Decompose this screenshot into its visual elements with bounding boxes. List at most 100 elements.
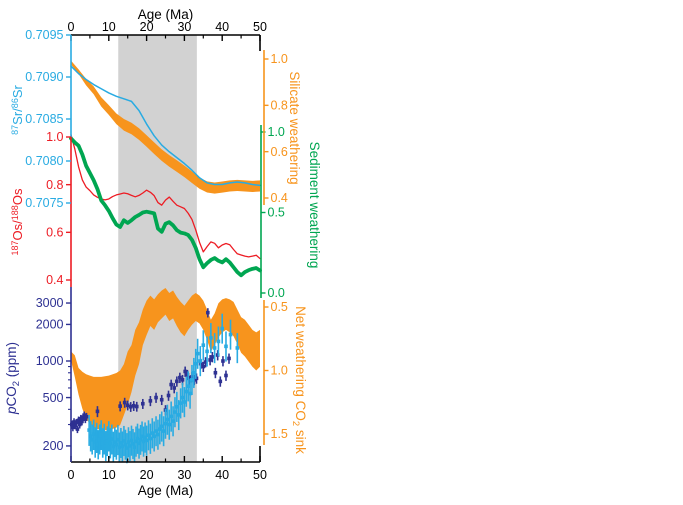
bottom-axis-tick-label: 20 (140, 468, 154, 482)
data-point (141, 401, 145, 406)
net-sink-axis-tick-label: 0.5 (271, 300, 288, 314)
data-point (119, 441, 123, 445)
top-axis-tick-label: 40 (215, 20, 229, 34)
data-point (110, 437, 114, 441)
sr-axis-tick-label: 0.7075 (25, 196, 63, 210)
data-point (152, 434, 156, 439)
data-point (210, 355, 215, 359)
top-axis-tick-label: 10 (102, 20, 116, 34)
data-point (122, 400, 127, 405)
data-point (182, 400, 187, 404)
data-point (235, 346, 240, 350)
data-point (148, 436, 153, 441)
data-point (88, 434, 93, 439)
data-point (135, 436, 140, 441)
net-sink-axis-tick-label: 1.0 (271, 364, 288, 378)
data-point (203, 360, 208, 364)
data-point (134, 439, 138, 444)
data-point (72, 420, 76, 424)
data-point (228, 332, 233, 337)
data-point (83, 417, 88, 421)
data-point (216, 339, 221, 344)
pco2-axis-tick-label: 500 (43, 391, 64, 405)
data-point (126, 440, 131, 444)
data-point (175, 404, 179, 409)
data-point (99, 433, 104, 438)
sediment-weathering-axis-title: Sediment weathering (307, 142, 322, 269)
data-point (176, 413, 181, 417)
data-point (114, 442, 119, 447)
data-point (169, 414, 173, 419)
sr-axis-tick-label: 0.7095 (25, 28, 63, 42)
data-point (105, 439, 110, 443)
data-point (198, 359, 203, 363)
title-fragment: sink (293, 426, 308, 454)
axes-group: 0 0 10 10 20 20 30 30 40 40 50 50 0.7095 0.7090 0.7085… (25, 20, 288, 482)
silicate-axis-tick-label: 0.4 (271, 191, 288, 205)
sr-axis-tick-label: 0.7090 (25, 70, 63, 84)
data-point (128, 404, 133, 409)
data-point (132, 445, 137, 450)
data-point (190, 378, 194, 382)
data-point (201, 364, 206, 369)
title-fragment: CO (4, 386, 19, 406)
data-point (100, 441, 105, 446)
title-fragment: Sr (10, 85, 25, 99)
title-fragment: Net weathering CO (293, 306, 308, 421)
data-point (128, 444, 132, 448)
data-point (161, 429, 166, 433)
data-point (125, 403, 130, 408)
data-point (129, 438, 134, 443)
sr-axis-title: 87Sr/86Sr (10, 85, 25, 135)
data-point (178, 401, 183, 405)
pco2-axis-tick-label: 1000 (36, 354, 64, 368)
os-axis-tick-label: 1.0 (46, 130, 63, 144)
bottom-axis-tick-label: 30 (177, 468, 191, 482)
data-point (108, 441, 113, 446)
sediment-axis-tick-label: 1.0 (268, 125, 285, 139)
title-fragment: 2 (11, 381, 22, 386)
os-axis-tick-label: 0.4 (46, 273, 63, 287)
net-weathering-band (71, 287, 260, 431)
data-point (220, 326, 224, 331)
data-point (227, 356, 231, 361)
data-point (102, 436, 107, 441)
data-point (144, 438, 149, 443)
sr-axis-tick-label: 0.7085 (25, 112, 63, 126)
data-point (107, 434, 111, 439)
data-point (71, 425, 75, 430)
data-point (224, 344, 228, 349)
data-point (73, 423, 77, 428)
data-point (193, 361, 198, 366)
data-point (94, 435, 99, 440)
os-axis-tick-label: 0.8 (46, 178, 63, 192)
top-axis-title: Age (Ma) (138, 7, 194, 22)
data-point (188, 391, 192, 396)
data-point (192, 370, 196, 375)
data-point (140, 434, 144, 439)
title-fragment: 2 (290, 421, 301, 426)
data-point (184, 389, 189, 394)
silicate-axis-tick-label: 1.0 (271, 52, 288, 66)
data-point (125, 446, 129, 450)
title-fragment: Os/ (10, 220, 25, 241)
top-axis-tick-label: 50 (253, 20, 267, 34)
top-axis-tick-label: 30 (177, 20, 191, 34)
sediment-axis-tick-label: 0.5 (268, 206, 285, 220)
data-point (167, 422, 172, 427)
bottom-axis-tick-label: 40 (215, 468, 229, 482)
data-point (175, 379, 179, 384)
data-point (93, 440, 97, 444)
silicate-axis-tick-label: 0.6 (271, 145, 288, 159)
title-fragment: 86 (10, 98, 20, 108)
data-point (148, 399, 153, 403)
os-axis-tick-label: 0.6 (46, 226, 63, 240)
pco2-axis-title: pCO2 (ppm) (4, 342, 22, 415)
data-point (87, 428, 91, 432)
data-point (205, 349, 209, 354)
data-point (163, 421, 168, 426)
data-point (201, 343, 206, 347)
data-point (172, 386, 176, 390)
silicate-weathering-axis-title: Silicate weathering (287, 71, 302, 184)
